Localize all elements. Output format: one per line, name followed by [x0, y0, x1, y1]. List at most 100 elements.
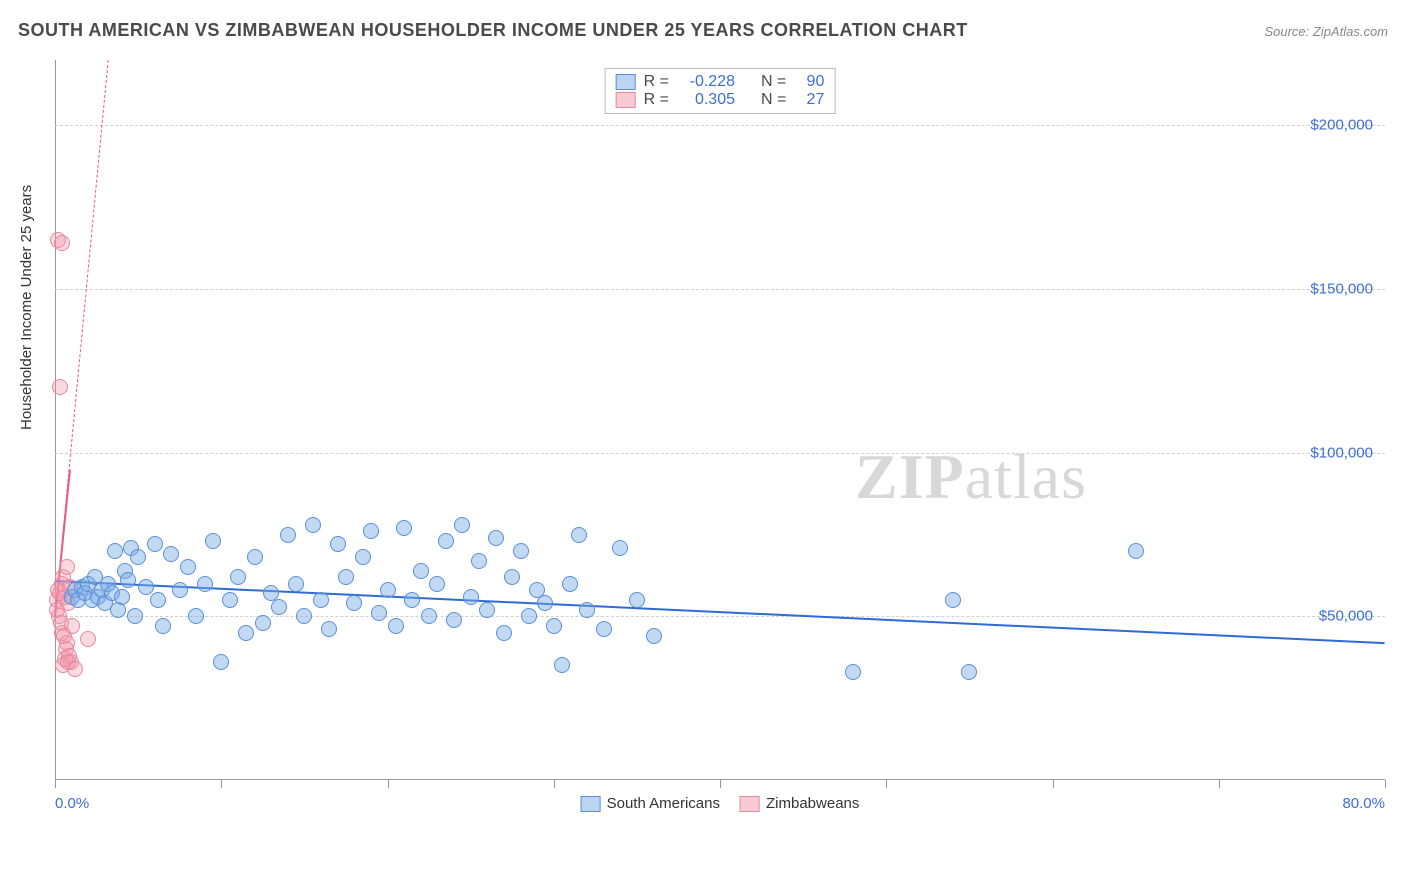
scatter-point-blue	[197, 576, 213, 592]
y-axis-label: Householder Income Under 25 years	[18, 185, 35, 430]
scatter-point-blue	[396, 520, 412, 536]
scatter-point-blue	[172, 582, 188, 598]
scatter-point-blue	[488, 530, 504, 546]
scatter-point-blue	[521, 608, 537, 624]
scatter-point-blue	[612, 540, 628, 556]
scatter-point-blue	[163, 546, 179, 562]
y-tick-label: $100,000	[1310, 444, 1373, 461]
x-tick	[388, 780, 389, 788]
scatter-point-blue	[247, 549, 263, 565]
scatter-point-blue	[404, 592, 420, 608]
scatter-point-blue	[296, 608, 312, 624]
scatter-point-blue	[537, 595, 553, 611]
scatter-point-blue	[363, 523, 379, 539]
scatter-point-blue	[338, 569, 354, 585]
source-label: Source: ZipAtlas.com	[1264, 24, 1388, 39]
scatter-point-blue	[271, 599, 287, 615]
swatch-blue-icon	[581, 796, 601, 812]
swatch-blue	[616, 74, 636, 90]
scatter-point-blue	[330, 536, 346, 552]
scatter-point-blue	[429, 576, 445, 592]
trend-line	[55, 580, 1385, 644]
scatter-point-blue	[114, 589, 130, 605]
scatter-point-blue	[120, 572, 136, 588]
scatter-point-blue	[471, 553, 487, 569]
swatch-pink	[616, 92, 636, 108]
stats-row-pink: R = 0.305 N = 27	[616, 91, 825, 109]
scatter-point-blue	[205, 533, 221, 549]
chart-plot-area: 0.0% 80.0% $50,000 $100,000 $150,000 $200,0…	[55, 60, 1385, 820]
scatter-point-blue	[147, 536, 163, 552]
x-tick	[1385, 780, 1386, 788]
scatter-point-blue	[454, 517, 470, 533]
y-axis-line	[55, 60, 56, 780]
scatter-point-blue	[138, 579, 154, 595]
legend-item-pink: Zimbabweans	[740, 795, 859, 812]
scatter-point-blue	[188, 608, 204, 624]
x-tick	[55, 780, 56, 788]
scatter-point-blue	[513, 543, 529, 559]
scatter-point-blue	[222, 592, 238, 608]
x-tick	[221, 780, 222, 788]
scatter-point-blue	[579, 602, 595, 618]
swatch-pink-icon	[740, 796, 760, 812]
scatter-point-blue	[479, 602, 495, 618]
scatter-point-blue	[546, 618, 562, 634]
scatter-point-blue	[127, 608, 143, 624]
scatter-point-blue	[321, 621, 337, 637]
gridline	[55, 453, 1385, 454]
scatter-point-blue	[280, 527, 296, 543]
scatter-point-pink	[80, 631, 96, 647]
scatter-point-pink	[64, 618, 80, 634]
scatter-point-blue	[230, 569, 246, 585]
scatter-point-blue	[571, 527, 587, 543]
scatter-point-blue	[646, 628, 662, 644]
scatter-point-blue	[150, 592, 166, 608]
scatter-point-blue	[596, 621, 612, 637]
scatter-point-pink	[67, 661, 83, 677]
scatter-point-blue	[180, 559, 196, 575]
gridline	[55, 289, 1385, 290]
scatter-point-blue	[305, 517, 321, 533]
x-tick	[720, 780, 721, 788]
scatter-point-blue	[313, 592, 329, 608]
scatter-point-blue	[380, 582, 396, 598]
scatter-point-blue	[288, 576, 304, 592]
scatter-point-pink	[54, 235, 70, 251]
x-tick	[1053, 780, 1054, 788]
scatter-point-blue	[107, 543, 123, 559]
scatter-point-blue	[629, 592, 645, 608]
scatter-point-blue	[463, 589, 479, 605]
y-tick-label: $50,000	[1319, 608, 1373, 625]
scatter-point-blue	[1128, 543, 1144, 559]
scatter-point-blue	[845, 664, 861, 680]
scatter-point-blue	[413, 563, 429, 579]
gridline	[55, 616, 1385, 617]
x-tick	[1219, 780, 1220, 788]
scatter-point-pink	[59, 559, 75, 575]
series-legend: South Americans Zimbabweans	[581, 795, 860, 812]
scatter-point-blue	[504, 569, 520, 585]
scatter-point-blue	[346, 595, 362, 611]
scatter-point-pink	[52, 379, 68, 395]
stats-row-blue: R = -0.228 N = 90	[616, 73, 825, 91]
scatter-point-blue	[554, 657, 570, 673]
scatter-point-blue	[562, 576, 578, 592]
y-tick-label: $200,000	[1310, 117, 1373, 134]
scatter-point-blue	[238, 625, 254, 641]
x-axis-max-label: 80.0%	[1342, 795, 1385, 812]
y-tick-label: $150,000	[1310, 281, 1373, 298]
x-axis-min-label: 0.0%	[55, 795, 89, 812]
scatter-point-blue	[945, 592, 961, 608]
scatter-point-blue	[371, 605, 387, 621]
scatter-point-blue	[388, 618, 404, 634]
scatter-point-blue	[213, 654, 229, 670]
scatter-point-blue	[155, 618, 171, 634]
scatter-point-blue	[255, 615, 271, 631]
scatter-point-blue	[421, 608, 437, 624]
x-tick	[886, 780, 887, 788]
x-tick	[554, 780, 555, 788]
scatter-point-blue	[438, 533, 454, 549]
chart-title: SOUTH AMERICAN VS ZIMBABWEAN HOUSEHOLDER…	[18, 20, 968, 41]
legend-item-blue: South Americans	[581, 795, 720, 812]
